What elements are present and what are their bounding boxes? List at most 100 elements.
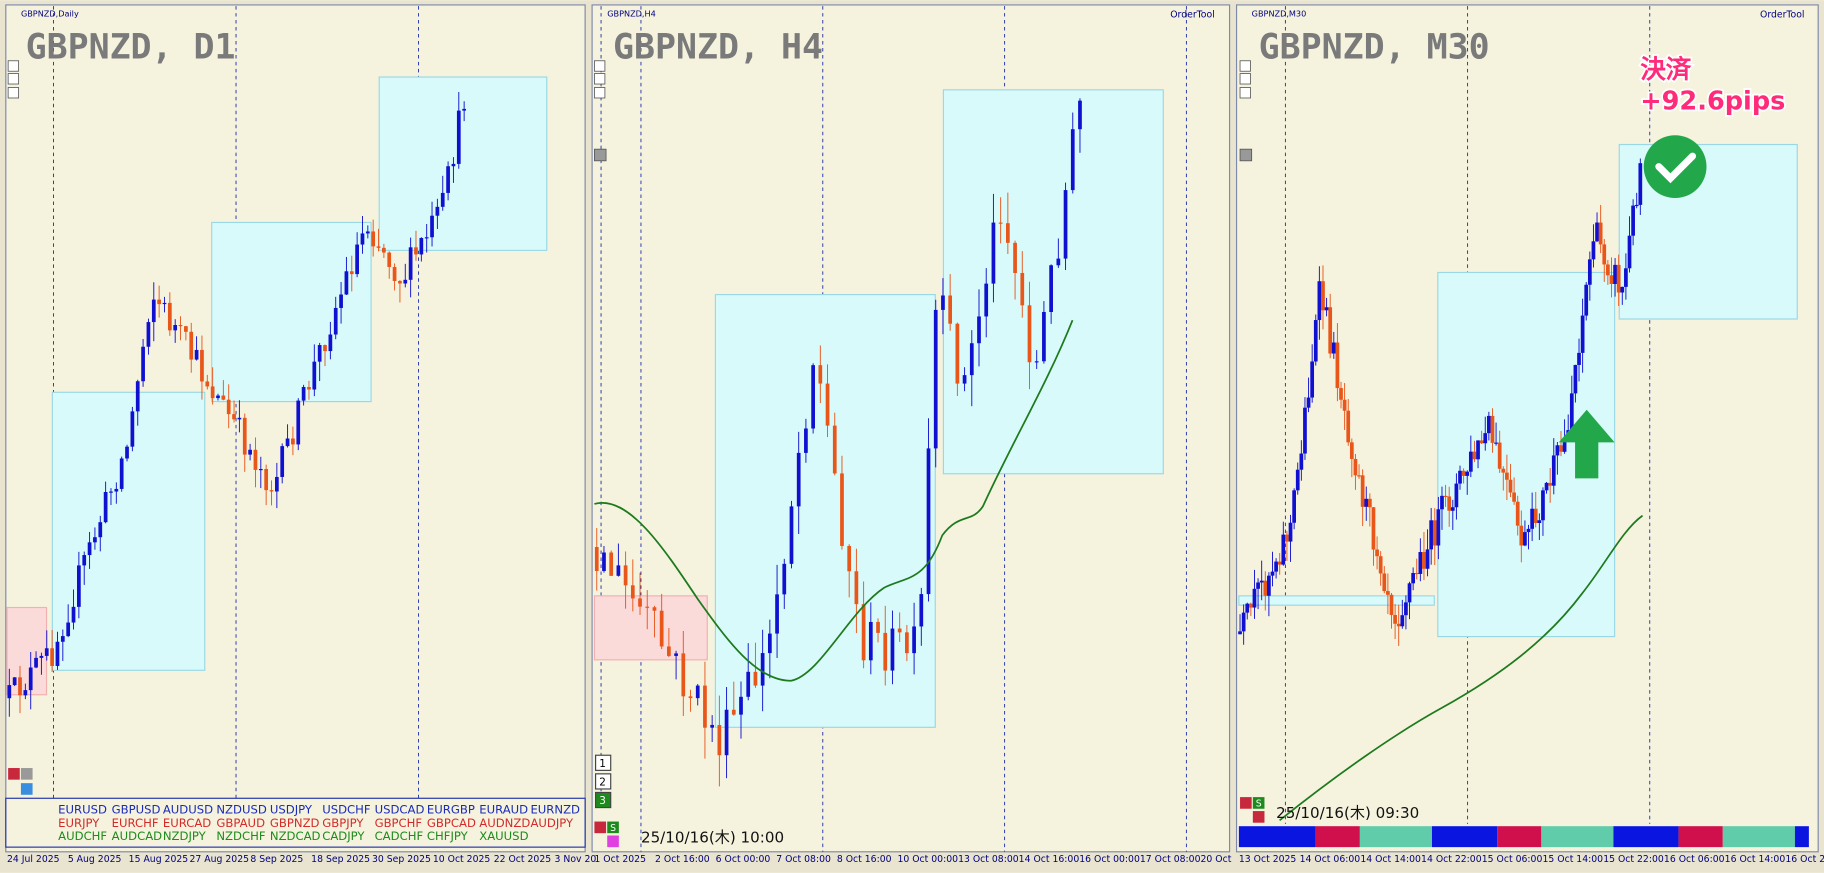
candle-body xyxy=(1468,451,1473,472)
candle-body xyxy=(162,302,167,305)
candle-body xyxy=(1386,591,1390,595)
candle-body xyxy=(296,400,301,445)
candle-body xyxy=(659,610,664,647)
candle-body xyxy=(1288,522,1293,542)
order-tool[interactable]: OrderTool xyxy=(1760,10,1804,21)
x-tick-label: 10 Oct 2025 xyxy=(433,854,491,865)
candle-body xyxy=(1559,445,1563,452)
range-box xyxy=(714,294,936,728)
candle-body xyxy=(1429,520,1434,550)
button[interactable] xyxy=(595,791,612,809)
candle-body xyxy=(216,395,220,399)
scroll-buttons[interactable] xyxy=(7,60,1253,162)
button-label: 3 xyxy=(599,795,606,807)
candle-body xyxy=(1353,458,1358,476)
candle-body xyxy=(1414,572,1419,575)
range-box xyxy=(211,221,372,403)
candle-body xyxy=(291,438,295,445)
annotation: +92.6pips xyxy=(1640,87,1785,117)
candle-body xyxy=(1432,520,1437,546)
candle-body xyxy=(1078,100,1082,130)
candle-body xyxy=(1515,501,1520,526)
symbol: USDCHF xyxy=(322,802,371,816)
candle-body xyxy=(1537,520,1542,524)
button[interactable] xyxy=(1240,797,1252,809)
candle-body xyxy=(861,604,866,661)
symbol: GBPCAD xyxy=(427,816,476,830)
x-tick-label: 16 Oct 2 xyxy=(1785,854,1824,865)
button-label: 1 xyxy=(599,758,606,770)
x-tick-label: 27 Aug 2025 xyxy=(189,854,249,865)
candle-body xyxy=(1454,483,1459,508)
button[interactable] xyxy=(607,821,619,834)
candle-body xyxy=(630,585,635,599)
candle-body xyxy=(1042,311,1046,362)
candle-body xyxy=(1049,265,1053,312)
candle-body xyxy=(948,295,953,324)
symbol: NZDCAD xyxy=(270,829,321,843)
symbol: EURCAD xyxy=(163,816,211,830)
candle-body xyxy=(237,417,242,420)
timestamp: 25/10/16(木) 09:30 xyxy=(1276,804,1419,822)
symbol: EURGBP xyxy=(427,802,475,816)
symbol: GBPNZD xyxy=(270,816,320,830)
candle-body xyxy=(55,641,60,666)
symbol: GBPUSD xyxy=(112,802,161,816)
x-tick-label: 15 Oct 14:00 xyxy=(1542,854,1603,865)
candle-body xyxy=(1256,582,1260,589)
candle-body xyxy=(645,606,650,608)
candle-body xyxy=(1544,482,1549,491)
symbol: CADCHF xyxy=(375,829,424,843)
candle-body xyxy=(194,349,199,360)
chart-header: GBPNZD,Daily xyxy=(21,9,79,19)
x-tick-label: 15 Oct 22:00 xyxy=(1603,854,1664,865)
candle-body xyxy=(232,414,236,420)
candle-body xyxy=(1281,534,1286,565)
x-tick-label: 8 Oct 16:00 xyxy=(837,854,892,865)
x-tick-label: 1 Oct 2025 xyxy=(594,854,646,865)
symbol: USDJPY xyxy=(270,802,313,816)
candle-body xyxy=(178,324,183,327)
candle-body xyxy=(1342,399,1347,411)
candle-body xyxy=(1551,455,1556,486)
candle-body xyxy=(667,646,671,656)
candle-body xyxy=(7,685,12,699)
button[interactable] xyxy=(20,783,33,795)
bar-segment xyxy=(1359,826,1432,848)
button[interactable] xyxy=(20,768,33,780)
candle-body xyxy=(1595,222,1599,242)
candle-body xyxy=(1306,397,1311,408)
button[interactable] xyxy=(594,821,607,834)
button[interactable] xyxy=(1252,797,1265,809)
chart-header: GBPNZD,H4 xyxy=(607,9,656,19)
candle-body xyxy=(446,166,450,193)
x-tick-label: 14 Oct 14:00 xyxy=(1360,854,1421,865)
symbol: AUDJPY xyxy=(530,816,574,830)
x-tick-label: 30 Sep 2025 xyxy=(372,854,431,865)
candle-body xyxy=(1313,320,1318,362)
candle-body xyxy=(1461,470,1466,476)
candle-body xyxy=(724,709,729,756)
candle-body xyxy=(60,636,65,642)
candle-body xyxy=(344,271,349,295)
candle-body xyxy=(1375,549,1379,557)
candle-body xyxy=(1396,623,1401,627)
button[interactable] xyxy=(595,773,612,790)
candle-body xyxy=(1508,479,1513,493)
button[interactable] xyxy=(8,768,20,780)
candle-body xyxy=(280,446,285,477)
order-tool[interactable]: OrderTool xyxy=(1170,10,1214,21)
candle-body xyxy=(1299,453,1304,470)
candle-body xyxy=(753,671,758,686)
candle-body xyxy=(1573,364,1578,394)
symbol: NZDUSD xyxy=(216,802,266,816)
candle-body xyxy=(1277,561,1282,565)
candle-body xyxy=(253,449,258,470)
button[interactable] xyxy=(1252,811,1265,823)
candle-body xyxy=(87,542,92,556)
button[interactable] xyxy=(607,835,619,848)
candle-body xyxy=(969,343,974,376)
button[interactable] xyxy=(595,754,612,771)
candle-body xyxy=(403,279,408,284)
bar-segment xyxy=(1238,826,1316,848)
